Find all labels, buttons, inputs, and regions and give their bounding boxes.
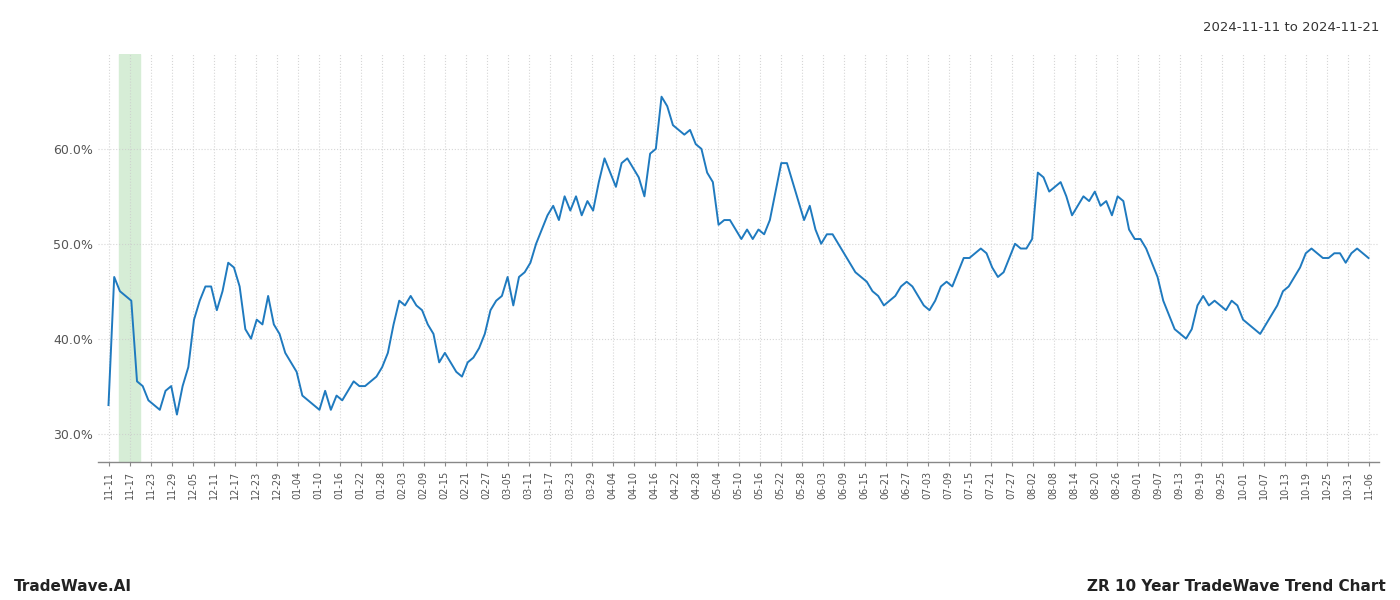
Bar (119, 54, 140, 462)
Text: TradeWave.AI: TradeWave.AI (14, 579, 132, 594)
Text: ZR 10 Year TradeWave Trend Chart: ZR 10 Year TradeWave Trend Chart (1088, 579, 1386, 594)
Text: 2024-11-11 to 2024-11-21: 2024-11-11 to 2024-11-21 (1203, 21, 1379, 34)
